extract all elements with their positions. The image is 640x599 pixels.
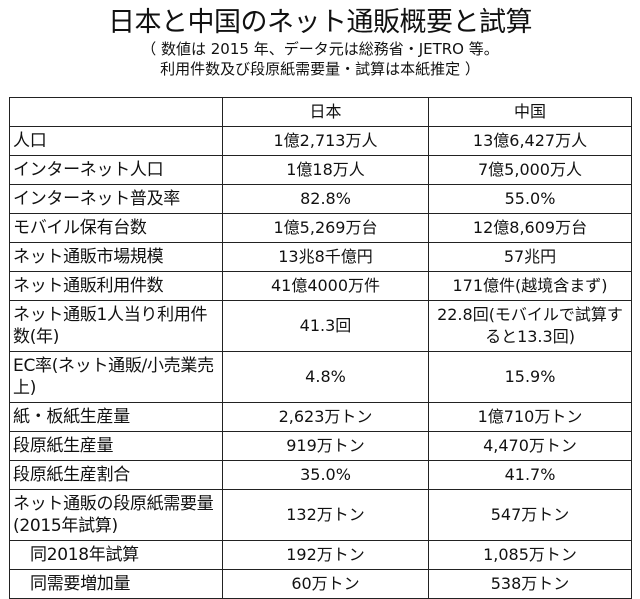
- table-row: 同2018年試算 192万トン 1,085万トン: [9, 540, 632, 570]
- row-label: インターネット人口: [9, 155, 223, 185]
- table-row: ネット通販1人当り利用件数(年) 41.3回 22.8回(モバイルで試算すると13.…: [9, 300, 632, 352]
- japan-value: 1億18万人: [222, 155, 429, 185]
- comparison-table: 日本 中国 人口 1億2,713万人 13億6,427万人 インターネット人口 1億18…: [9, 97, 632, 599]
- row-label: 人口: [9, 126, 223, 156]
- china-value: 22.8回(モバイルで試算すると13.3回): [428, 300, 632, 352]
- japan-value: 41億4000万件: [222, 271, 429, 301]
- japan-value: 1億5,269万台: [222, 213, 429, 243]
- japan-value: 35.0%: [222, 460, 429, 490]
- japan-value: 192万トン: [222, 540, 429, 570]
- china-value: 4,470万トン: [428, 431, 632, 461]
- row-label: インターネット普及率: [9, 184, 223, 214]
- table-row: ネット通販の段原紙需要量(2015年試算) 132万トン 547万トン: [9, 489, 632, 541]
- table-row: 人口 1億2,713万人 13億6,427万人: [9, 126, 632, 156]
- table-row: インターネット人口 1億18万人 7億5,000万人: [9, 155, 632, 185]
- china-value: 12億8,609万台: [428, 213, 632, 243]
- japan-value: 919万トン: [222, 431, 429, 461]
- china-value: 13億6,427万人: [428, 126, 632, 156]
- japan-value: 132万トン: [222, 489, 429, 541]
- china-value: 55.0%: [428, 184, 632, 214]
- table-row: 段原紙生産割合 35.0% 41.7%: [9, 460, 632, 490]
- japan-value: 13兆8千億円: [222, 242, 429, 272]
- japan-value: 1億2,713万人: [222, 126, 429, 156]
- row-label: 段原紙生産割合: [9, 460, 223, 490]
- row-label: EC率(ネット通販/小売業売上): [9, 351, 223, 403]
- header-cell-japan: 日本: [222, 97, 429, 127]
- table-row: 同需要増加量 60万トン 538万トン: [9, 569, 632, 599]
- header-cell-china: 中国: [428, 97, 632, 127]
- header-cell: [9, 97, 223, 127]
- japan-value: 4.8%: [222, 351, 429, 403]
- table-row: 紙・板紙生産量 2,623万トン 1億710万トン: [9, 402, 632, 432]
- subtitle-line-2: 利用件数及び段原紙需要量・試算は本紙推定 ）: [160, 60, 480, 78]
- row-label: ネット通販1人当り利用件数(年): [9, 300, 223, 352]
- table-row: 段原紙生産量 919万トン 4,470万トン: [9, 431, 632, 461]
- china-value: 41.7%: [428, 460, 632, 490]
- japan-value: 41.3回: [222, 300, 429, 352]
- subtitle-line-1: （ 数値は 2015 年、データ元は総務省・JETRO 等。: [141, 40, 499, 58]
- china-value: 57兆円: [428, 242, 632, 272]
- row-label: 紙・板紙生産量: [9, 402, 223, 432]
- row-label: 同2018年試算: [9, 540, 223, 570]
- row-label: ネット通販の段原紙需要量(2015年試算): [9, 489, 223, 541]
- china-value: 1,085万トン: [428, 540, 632, 570]
- header-row: 日本 中国: [9, 97, 632, 127]
- row-label: 段原紙生産量: [9, 431, 223, 461]
- china-value: 15.9%: [428, 351, 632, 403]
- table-row: モバイル保有台数 1億5,269万台 12億8,609万台: [9, 213, 632, 243]
- china-value: 7億5,000万人: [428, 155, 632, 185]
- table-row: インターネット普及率 82.8% 55.0%: [9, 184, 632, 214]
- table-row: EC率(ネット通販/小売業売上) 4.8% 15.9%: [9, 351, 632, 403]
- row-label: ネット通販利用件数: [9, 271, 223, 301]
- china-value: 1億710万トン: [428, 402, 632, 432]
- table-row: ネット通販利用件数 41億4000万件 171億件(越境含まず): [9, 271, 632, 301]
- table-row: ネット通販市場規模 13兆8千億円 57兆円: [9, 242, 632, 272]
- page-title: 日本と中国のネット通販概要と試算: [108, 7, 533, 38]
- japan-value: 82.8%: [222, 184, 429, 214]
- china-value: 171億件(越境含まず): [428, 271, 632, 301]
- china-value: 538万トン: [428, 569, 632, 599]
- japan-value: 60万トン: [222, 569, 429, 599]
- china-value: 547万トン: [428, 489, 632, 541]
- row-label: 同需要増加量: [9, 569, 223, 599]
- row-label: モバイル保有台数: [9, 213, 223, 243]
- japan-value: 2,623万トン: [222, 402, 429, 432]
- row-label: ネット通販市場規模: [9, 242, 223, 272]
